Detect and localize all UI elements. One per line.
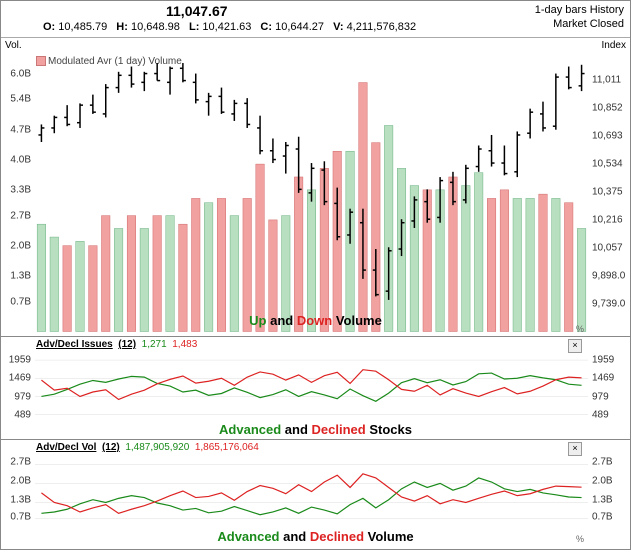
sub1-header: Adv/Decl Issues (12) 1,271 1,483 (36, 339, 197, 350)
sub1-period: (12) (118, 339, 136, 350)
bars-history[interactable]: 1-day bars History (535, 3, 624, 17)
l-label: L: (189, 21, 199, 33)
pct-indicator[interactable]: % (576, 324, 584, 334)
pct-indicator[interactable]: % (576, 534, 584, 544)
h-label: H: (116, 21, 128, 33)
market-status: Market Closed (535, 17, 624, 31)
header-right: 1-day bars History Market Closed (535, 3, 624, 31)
header: 11,047.67 O: 10,485.79 H: 10,648.98 L: 1… (1, 1, 630, 38)
o-label: O: (43, 21, 55, 33)
c-val: 10,644.27 (275, 21, 324, 33)
sub2-axis-left: 0.7B1.3B2.0B2.7B (1, 440, 35, 546)
l-val: 10,421.63 (202, 21, 251, 33)
sub2-adv-val: 1,487,905,920 (125, 442, 189, 453)
adv-decl-issues-panel: Adv/Decl Issues (12) 1,271 1,483 × 48997… (1, 336, 630, 439)
main-panel: Vol. Index Modulated Avr (1 day) Volume … (1, 38, 630, 336)
index-axis: 9,739.09,898.010,05710,21610,37510,53410… (588, 38, 630, 336)
sub2-plot[interactable] (35, 454, 588, 540)
last-price: 11,047.67 (166, 3, 228, 19)
sub2-period: (12) (102, 442, 120, 453)
sub1-plot[interactable] (35, 351, 588, 433)
v-label: V: (333, 21, 343, 33)
main-plot[interactable] (35, 52, 588, 332)
adv-decl-vol-panel: Adv/Decl Vol (12) 1,487,905,920 1,865,17… (1, 439, 630, 546)
sub1-axis-left: 48997914691959 (1, 337, 35, 439)
sub1-title: Adv/Decl Issues (36, 339, 113, 350)
sub2-axis-right: 0.7B1.3B2.0B2.7B (588, 440, 630, 546)
sub1-axis-right: 48997914691959 (588, 337, 630, 439)
sub2-dec-val: 1,865,176,064 (195, 442, 259, 453)
sub1-dec-val: 1,483 (172, 339, 197, 350)
sub1-adv-val: 1,271 (142, 339, 167, 350)
sub2-title: Adv/Decl Vol (36, 442, 96, 453)
vol-axis: 0.7B1.3B2.0B2.7B3.3B4.0B4.7B5.4B6.0B (1, 38, 35, 336)
h-val: 10,648.98 (131, 21, 180, 33)
v-val: 4,211,576,832 (347, 21, 417, 33)
o-val: 10,485.79 (58, 21, 107, 33)
sub2-header: Adv/Decl Vol (12) 1,487,905,920 1,865,17… (36, 442, 259, 453)
c-label: C: (260, 21, 272, 33)
ohlc-readout: O: 10,485.79 H: 10,648.98 L: 10,421.63 C… (43, 21, 422, 33)
chart-container: 11,047.67 O: 10,485.79 H: 10,648.98 L: 1… (0, 0, 631, 550)
